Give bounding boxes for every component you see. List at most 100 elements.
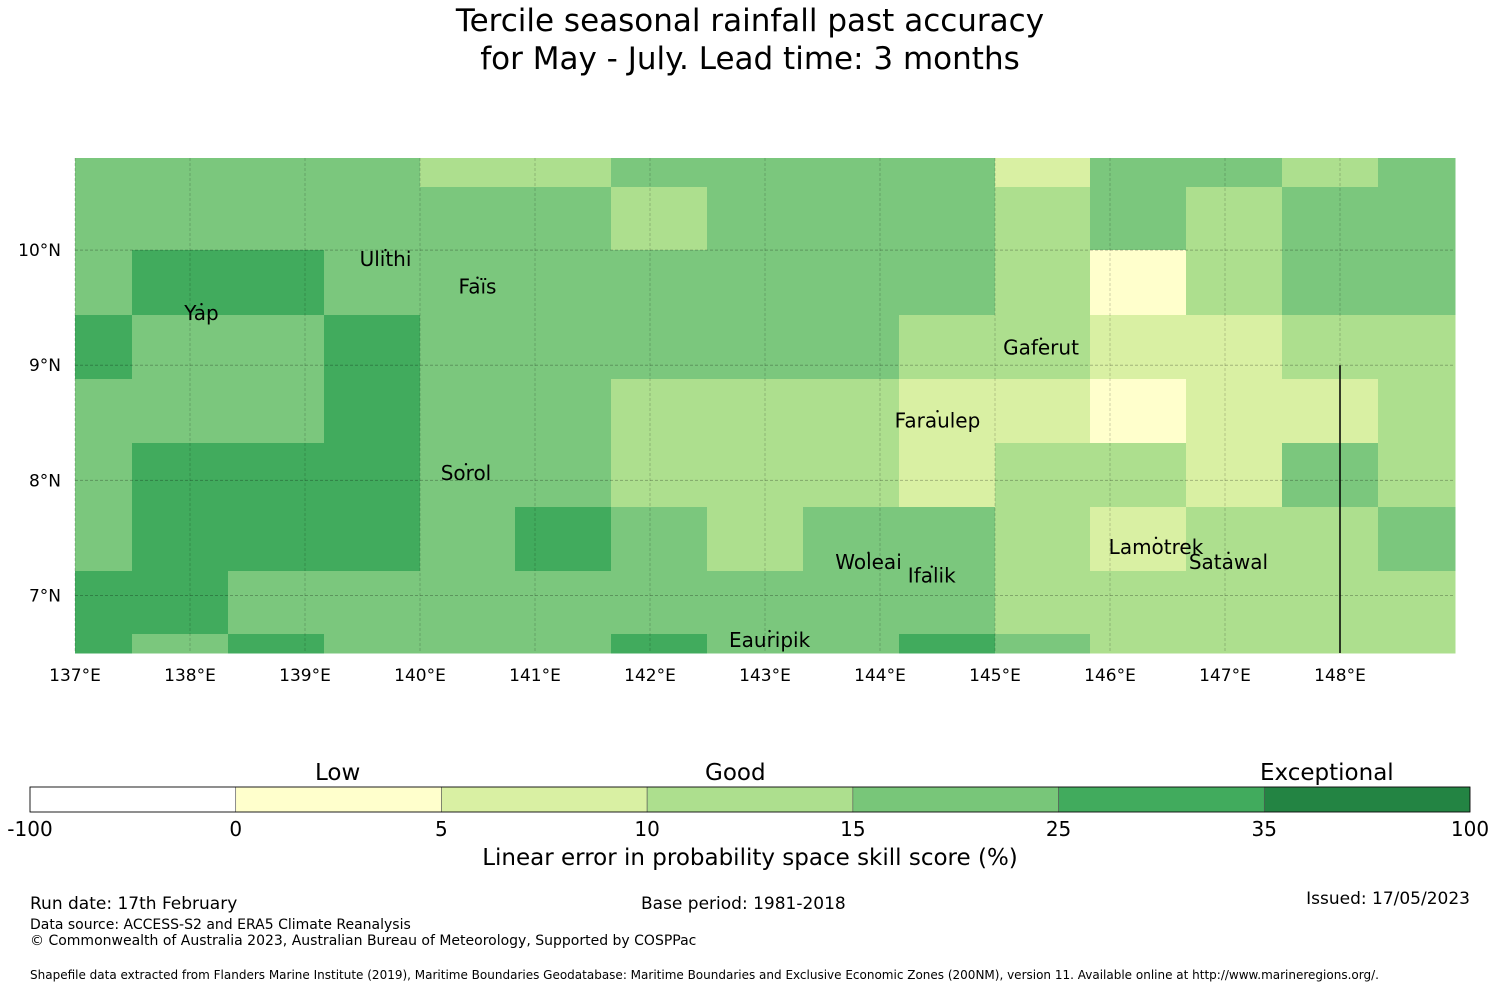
skill-cell (420, 507, 516, 572)
skill-cell (611, 187, 708, 251)
lon-tick-label: 144°E (854, 666, 906, 686)
island-label: Satawal (1189, 550, 1268, 574)
skill-cell (75, 379, 133, 444)
skill-cell (1186, 250, 1283, 316)
skill-cell (228, 634, 325, 654)
skill-cell (1186, 571, 1283, 635)
legend-category-good: Good (705, 760, 766, 786)
skill-cell (995, 187, 1091, 251)
island-label: Lamotrek (1109, 535, 1204, 559)
skill-cell (228, 315, 325, 380)
skill-cell (228, 507, 325, 572)
skill-cell (132, 507, 229, 572)
island-label: Eauripik (729, 628, 811, 652)
skill-cell (707, 634, 804, 654)
colorbar-tick-label: 10 (634, 817, 660, 841)
skill-cell (420, 187, 516, 251)
island-dot (200, 302, 203, 306)
skill-cell (899, 379, 996, 444)
skill-cell (228, 571, 325, 635)
skill-cell (1378, 315, 1456, 380)
skill-cell (75, 187, 133, 251)
skill-cell (1186, 187, 1283, 251)
skill-cell (132, 187, 229, 251)
skill-cell (899, 507, 996, 572)
lon-tick-label: 145°E (969, 666, 1021, 686)
skill-cell (995, 507, 1091, 572)
lon-tick-label: 143°E (739, 666, 791, 686)
skill-cell (228, 250, 325, 316)
skill-cell (324, 187, 421, 251)
lat-tick-label: 9°N (29, 356, 61, 376)
skill-cell (515, 187, 612, 251)
island-markers: Yap Ulithi Faïs Gaferut Faraulep Sorol WoleaiI… (183, 247, 1268, 652)
colorbar-segment (441, 786, 648, 813)
skill-cell (1282, 187, 1379, 251)
skill-cell (1282, 443, 1379, 508)
lon-tick-label: 142°E (624, 666, 676, 686)
skill-cell (1090, 507, 1187, 572)
skill-cell (899, 187, 996, 251)
skill-cell (803, 158, 900, 188)
skill-cell (420, 315, 516, 380)
skill-cell (707, 315, 804, 380)
skill-cell (803, 571, 900, 635)
island-dot (1039, 337, 1043, 340)
skill-cell (707, 158, 804, 188)
skill-cell (995, 315, 1091, 380)
axis-tick-labels: 137°E 138°E 139°E 140°E 141°E 142°E 143°E 144°E… (18, 241, 1366, 686)
skill-cell (324, 443, 421, 508)
chart-title-line1: Tercile seasonal rainfall past accuracy (455, 3, 1045, 39)
skill-cell (75, 507, 133, 572)
lon-tick-label: 137°E (49, 666, 101, 686)
lat-tick-label: 8°N (29, 471, 61, 491)
colorbar-segment (646, 786, 854, 813)
skill-cell (803, 315, 900, 380)
chart-title-line2: for May - July. Lead time: 3 months (480, 41, 1020, 77)
skill-cell (995, 571, 1091, 635)
skill-cell (1186, 315, 1283, 380)
base-period: Base period: 1981-2018 (641, 894, 846, 914)
skill-cell (1090, 315, 1187, 380)
legend-category-exceptional: Exceptional (1260, 760, 1394, 786)
colorbar-tick-label: 25 (1045, 817, 1072, 841)
skill-cell (899, 158, 996, 188)
skill-cell (1186, 443, 1283, 508)
skill-cell (803, 507, 900, 572)
skill-cell (132, 315, 229, 380)
shapefile-credit: Shapefile data extracted from Flanders M… (30, 968, 1379, 982)
skill-cell (611, 571, 708, 635)
colorbar-tick-label: 35 (1251, 817, 1278, 841)
skill-cell (132, 443, 229, 508)
copyright: © Commonwealth of Australia 2023, Austra… (30, 933, 697, 949)
skill-cell (132, 250, 229, 316)
skill-cell (515, 250, 612, 316)
colorbar-tick-label: 5 (435, 817, 448, 841)
skill-cell (899, 250, 996, 316)
skill-cell (132, 158, 229, 188)
skill-cell (803, 250, 900, 316)
island-label: Woleai (835, 550, 902, 574)
skill-cell (611, 634, 708, 654)
island-dot (476, 276, 479, 279)
colorbar-label: Linear error in probability space skill … (482, 845, 1018, 871)
skill-cell (1090, 187, 1187, 251)
legend-category-low: Low (315, 760, 361, 786)
island-label: Faraulep (895, 408, 981, 432)
skill-cell (1282, 507, 1379, 572)
skill-cell (228, 187, 325, 251)
run-date: Run date: 17th February (30, 894, 238, 914)
island-dot (867, 551, 870, 555)
skill-cell (75, 315, 133, 380)
skill-cell (228, 443, 325, 508)
skill-cell (707, 250, 804, 316)
skill-cell (1282, 379, 1379, 444)
skill-cell (75, 571, 133, 635)
skill-cell (707, 379, 804, 444)
skill-cell (1090, 634, 1187, 654)
skill-cell (1090, 250, 1187, 316)
island-label: Faïs (459, 275, 497, 299)
skill-cell (515, 315, 612, 380)
skill-cell (515, 158, 612, 188)
skill-cell (611, 507, 708, 572)
